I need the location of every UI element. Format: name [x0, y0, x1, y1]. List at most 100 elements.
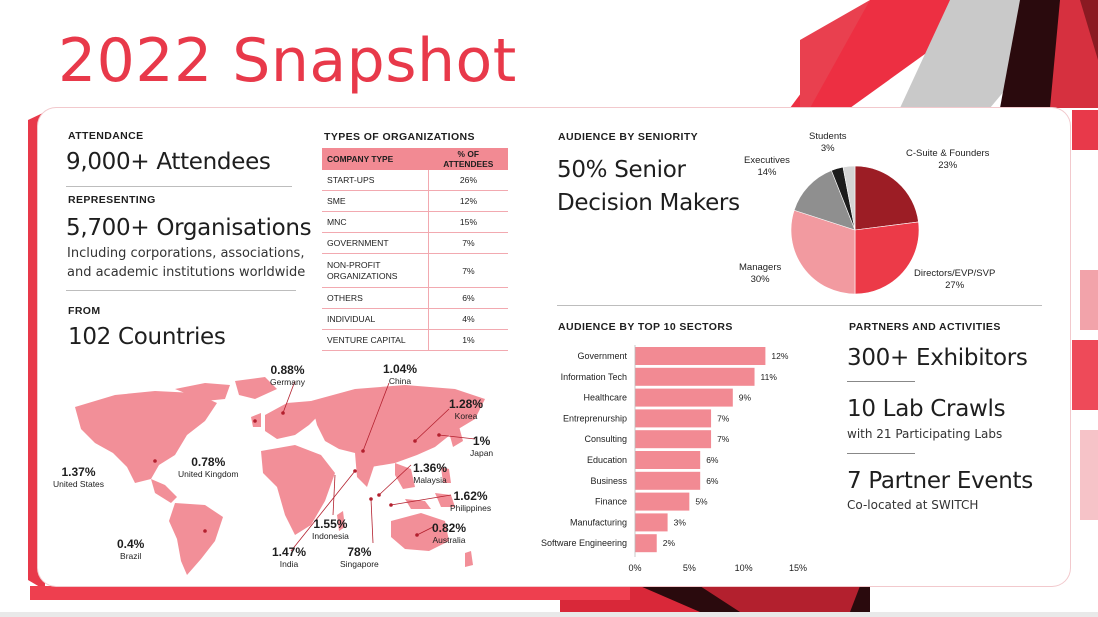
sector-bar: [635, 451, 701, 469]
sector-label: Information Tech: [561, 372, 627, 382]
map-label-australia: 0.82% Australia: [432, 521, 467, 545]
divider: [847, 381, 915, 382]
seniority-headline-1: 50% Senior: [557, 157, 686, 183]
sector-value-label: 5%: [695, 497, 708, 507]
pie-label-c-suite: C-Suite & Founders 23%: [906, 148, 990, 171]
attendance-label: ATTENDANCE: [68, 130, 144, 142]
seniority-label: AUDIENCE BY SENIORITY: [558, 131, 699, 143]
table-row: OTHERS 6%: [322, 287, 508, 309]
sector-bar: [635, 534, 657, 553]
partner-events-sub: Co-located at SWITCH: [847, 498, 979, 512]
map-label-indonesia: 1.55% Indonesia: [312, 517, 349, 541]
sector-bar: [635, 347, 766, 365]
sector-value-label: 3%: [674, 517, 687, 527]
from-label: FROM: [68, 305, 101, 317]
sector-tick-label: 0%: [628, 563, 641, 573]
seniority-headline-2: Decision Makers: [557, 190, 740, 216]
map-label-malaysia: 1.36% Malaysia: [413, 461, 448, 485]
attendance-value: 9,000+ Attendees: [66, 149, 271, 175]
org-type: INDIVIDUAL: [322, 308, 429, 330]
sector-bar: [635, 492, 690, 511]
organisations-value: 5,700+ Organisations: [66, 215, 312, 241]
map-label-india: 1.47% India: [272, 545, 307, 569]
lab-crawls-sub: with 21 Participating Labs: [847, 427, 1003, 441]
org-types-table: COMPANY TYPE % OF ATTENDEES START-UPS 26%…: [322, 148, 508, 351]
seniority-pie-chart: [790, 165, 920, 295]
pie-slice: [793, 170, 856, 231]
countries-value: 102 Countries: [68, 324, 226, 350]
organisations-desc-1: Including corporations, associations,: [67, 246, 305, 261]
sector-value-label: 7%: [717, 434, 730, 444]
org-type: MNC: [322, 211, 429, 233]
map-label-brazil: 0.4% Brazil: [117, 537, 145, 561]
org-pct: 1%: [428, 329, 508, 351]
map-label-united-states: 1.37% United States: [53, 465, 105, 489]
map-label-japan: 1% Japan: [470, 434, 494, 458]
org-pct: 4%: [428, 308, 508, 330]
divider: [847, 453, 915, 454]
sector-value-label: 7%: [717, 413, 730, 423]
sector-label: Healthcare: [583, 393, 627, 403]
pie-slice: [854, 165, 919, 231]
representing-label: REPRESENTING: [68, 194, 156, 206]
map-pointer-lines: [282, 380, 476, 552]
sector-label: Business: [590, 476, 627, 486]
sector-value-label: 6%: [706, 455, 719, 465]
divider: [66, 290, 296, 291]
sector-label: Software Engineering: [541, 538, 627, 548]
divider: [557, 305, 1042, 306]
org-pct: 15%: [428, 211, 508, 233]
pie-label-students: Students 3%: [809, 131, 847, 154]
org-pct: 7%: [428, 253, 508, 288]
col-pct-attendees: % OF ATTENDEES: [428, 148, 508, 170]
map-label-china: 1.04% China: [383, 362, 418, 386]
map-label-korea: 1.28% Korea: [449, 397, 484, 421]
sector-bar: [635, 471, 701, 490]
sector-label: Manufacturing: [570, 517, 627, 527]
sector-bar: [635, 367, 755, 386]
sectors-bar-chart: Government 12% Information Tech 11% Healthca…: [541, 345, 807, 573]
sectors-label: AUDIENCE BY TOP 10 SECTORS: [558, 321, 733, 333]
table-row: GOVERNMENT 7%: [322, 232, 508, 254]
sector-bar: [635, 430, 712, 449]
sector-tick-label: 5%: [683, 563, 696, 573]
table-row: NON-PROFIT ORGANIZATIONS 7%: [322, 253, 508, 288]
table-row: INDIVIDUAL 4%: [322, 308, 508, 330]
map-landmass: [75, 377, 485, 575]
org-type: GOVERNMENT: [322, 232, 429, 254]
sector-label: Education: [587, 455, 627, 465]
exhibitors-value: 300+ Exhibitors: [847, 345, 1028, 371]
sector-bar: [635, 409, 712, 428]
table-header-row: COMPANY TYPE % OF ATTENDEES: [322, 148, 508, 170]
sector-value-label: 6%: [706, 476, 719, 486]
sector-tick-label: 15%: [789, 563, 807, 573]
org-pct: 26%: [428, 170, 508, 191]
table-row: SME 12%: [322, 190, 508, 212]
org-pct: 7%: [428, 232, 508, 254]
pie-slice: [854, 221, 920, 295]
sector-label: Consulting: [584, 434, 627, 444]
sector-label: Finance: [595, 497, 627, 507]
map-label-germany: 0.88% Germany: [270, 363, 305, 387]
map-country-markers: [153, 411, 441, 537]
page-title: 2022 Snapshot: [58, 26, 517, 96]
sector-bar: [635, 388, 733, 407]
divider: [66, 186, 292, 187]
sector-label: Government: [577, 351, 627, 361]
org-type: OTHERS: [322, 287, 429, 309]
map-label-philippines: 1.62% Philippines: [450, 489, 492, 513]
sector-tick-label: 10%: [735, 563, 753, 573]
pie-label-executives: Executives 14%: [744, 155, 790, 178]
org-types-label: TYPES OF ORGANIZATIONS: [324, 131, 475, 143]
table-row: MNC 15%: [322, 211, 508, 233]
org-type: NON-PROFIT ORGANIZATIONS: [322, 253, 429, 288]
lab-crawls-value: 10 Lab Crawls: [847, 396, 1006, 422]
pie-label-managers: Managers 30%: [739, 262, 782, 285]
col-company-type: COMPANY TYPE: [322, 148, 429, 170]
world-map: [75, 377, 485, 575]
table-row: START-UPS 26%: [322, 170, 508, 191]
org-type: SME: [322, 190, 429, 212]
map-label-singapore: 78% Singapore: [340, 545, 379, 569]
sector-bar: [635, 513, 668, 532]
